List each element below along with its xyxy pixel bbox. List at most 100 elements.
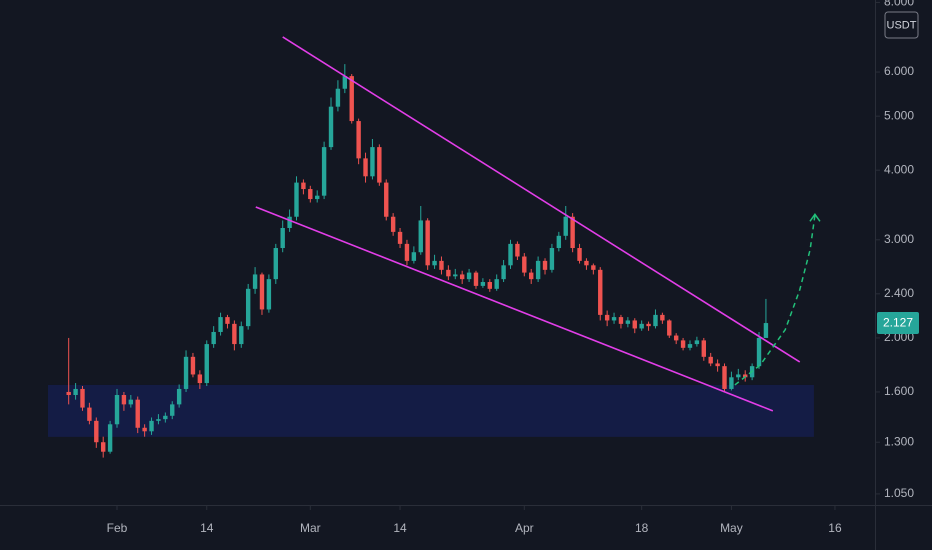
candle-body	[149, 420, 154, 432]
candle-body	[604, 314, 610, 321]
x-tick-label: May	[720, 521, 743, 535]
candle-body	[425, 220, 430, 266]
candle-body	[459, 274, 465, 280]
candle-body	[508, 243, 513, 266]
candle-body	[625, 320, 631, 324]
candle-body	[308, 189, 313, 200]
candle-body	[722, 366, 727, 389]
trendline	[282, 36, 801, 363]
axes: 1.0501.3001.6002.0002.4003.0004.0005.000…	[107, 0, 919, 535]
candle-body	[584, 260, 589, 266]
candle-body	[563, 216, 568, 236]
y-tick-label: 8.000	[884, 0, 914, 9]
candle-body	[556, 235, 562, 249]
candle-body	[301, 182, 306, 190]
candle-body	[370, 147, 375, 177]
forecast-path	[734, 215, 816, 386]
candle-body	[729, 377, 734, 389]
candle-body	[384, 182, 389, 217]
candle-body	[335, 88, 341, 107]
candle-body	[522, 256, 527, 273]
candle-body	[673, 335, 679, 341]
candle-body	[542, 260, 548, 270]
candle-body	[94, 420, 99, 443]
candle-body	[321, 147, 327, 196]
candle-body	[245, 288, 251, 327]
currency-label: USDT	[887, 19, 917, 31]
candle-body	[73, 388, 78, 396]
y-tick-label: 4.000	[884, 162, 914, 176]
support-zone	[47, 384, 814, 437]
candle-body	[432, 260, 437, 266]
candle-body	[176, 388, 182, 405]
candle-body	[763, 323, 769, 338]
candle-body	[646, 323, 651, 327]
candle-body	[687, 344, 693, 348]
candle-body	[294, 182, 299, 217]
currency-box[interactable]	[884, 11, 919, 39]
candle-body	[653, 314, 658, 327]
candle-body	[466, 272, 472, 280]
forecast-arrowhead	[809, 212, 821, 222]
candle-body	[756, 337, 762, 367]
candle-body	[487, 282, 492, 289]
candle-body	[342, 76, 348, 89]
candle-body	[570, 216, 575, 249]
candle-body	[225, 317, 230, 324]
candle-body	[591, 265, 596, 270]
candle-body	[535, 260, 541, 280]
candle-body	[639, 323, 644, 329]
candle-body	[349, 76, 354, 122]
candle-body	[390, 216, 396, 232]
candle-body	[266, 279, 272, 310]
candle-body	[667, 320, 672, 336]
candle-body	[736, 374, 741, 378]
candle-body	[142, 427, 147, 432]
candle-body	[66, 391, 71, 396]
candle-body	[80, 388, 85, 408]
candle-body	[259, 274, 265, 310]
candle-body	[273, 248, 278, 280]
y-tick-label: 5.000	[884, 108, 914, 122]
y-tick-label: 6.000	[884, 64, 914, 78]
candle-body	[87, 407, 92, 421]
candle-body	[494, 279, 499, 289]
x-tick-label: 18	[635, 521, 649, 535]
x-tick-label: 14	[393, 521, 407, 535]
candle-body	[128, 399, 134, 405]
last-price-label: 2.127	[883, 316, 913, 330]
candle-body	[190, 356, 196, 375]
candle-body	[446, 269, 451, 277]
y-tick-label: 1.050	[884, 486, 914, 500]
candle-body	[404, 243, 410, 261]
candle-body	[515, 243, 520, 257]
x-tick-label: Mar	[300, 521, 321, 535]
candle-body	[135, 399, 140, 428]
last-price-box	[877, 312, 919, 335]
candle-body	[660, 314, 665, 321]
candle-body	[328, 106, 334, 148]
candle-body	[577, 248, 582, 261]
candle-body	[218, 317, 223, 332]
candle-body	[377, 147, 382, 183]
candle-body	[632, 320, 637, 329]
x-tick-label: Feb	[107, 521, 128, 535]
candle-body	[549, 248, 555, 270]
candle-body	[680, 340, 686, 348]
candle-body	[204, 344, 209, 384]
candle-body	[239, 326, 244, 345]
candle-body	[529, 272, 534, 280]
candle-body	[170, 404, 175, 416]
candle-body	[121, 395, 127, 405]
candle-body	[252, 274, 258, 289]
candle-body	[501, 265, 506, 280]
candle-body	[287, 216, 292, 229]
trendline	[255, 206, 774, 412]
candle-body	[114, 395, 120, 425]
candle-body	[411, 252, 417, 261]
x-tick-label: 16	[828, 521, 842, 535]
candle-body	[708, 356, 713, 364]
x-tick-label: 14	[200, 521, 214, 535]
